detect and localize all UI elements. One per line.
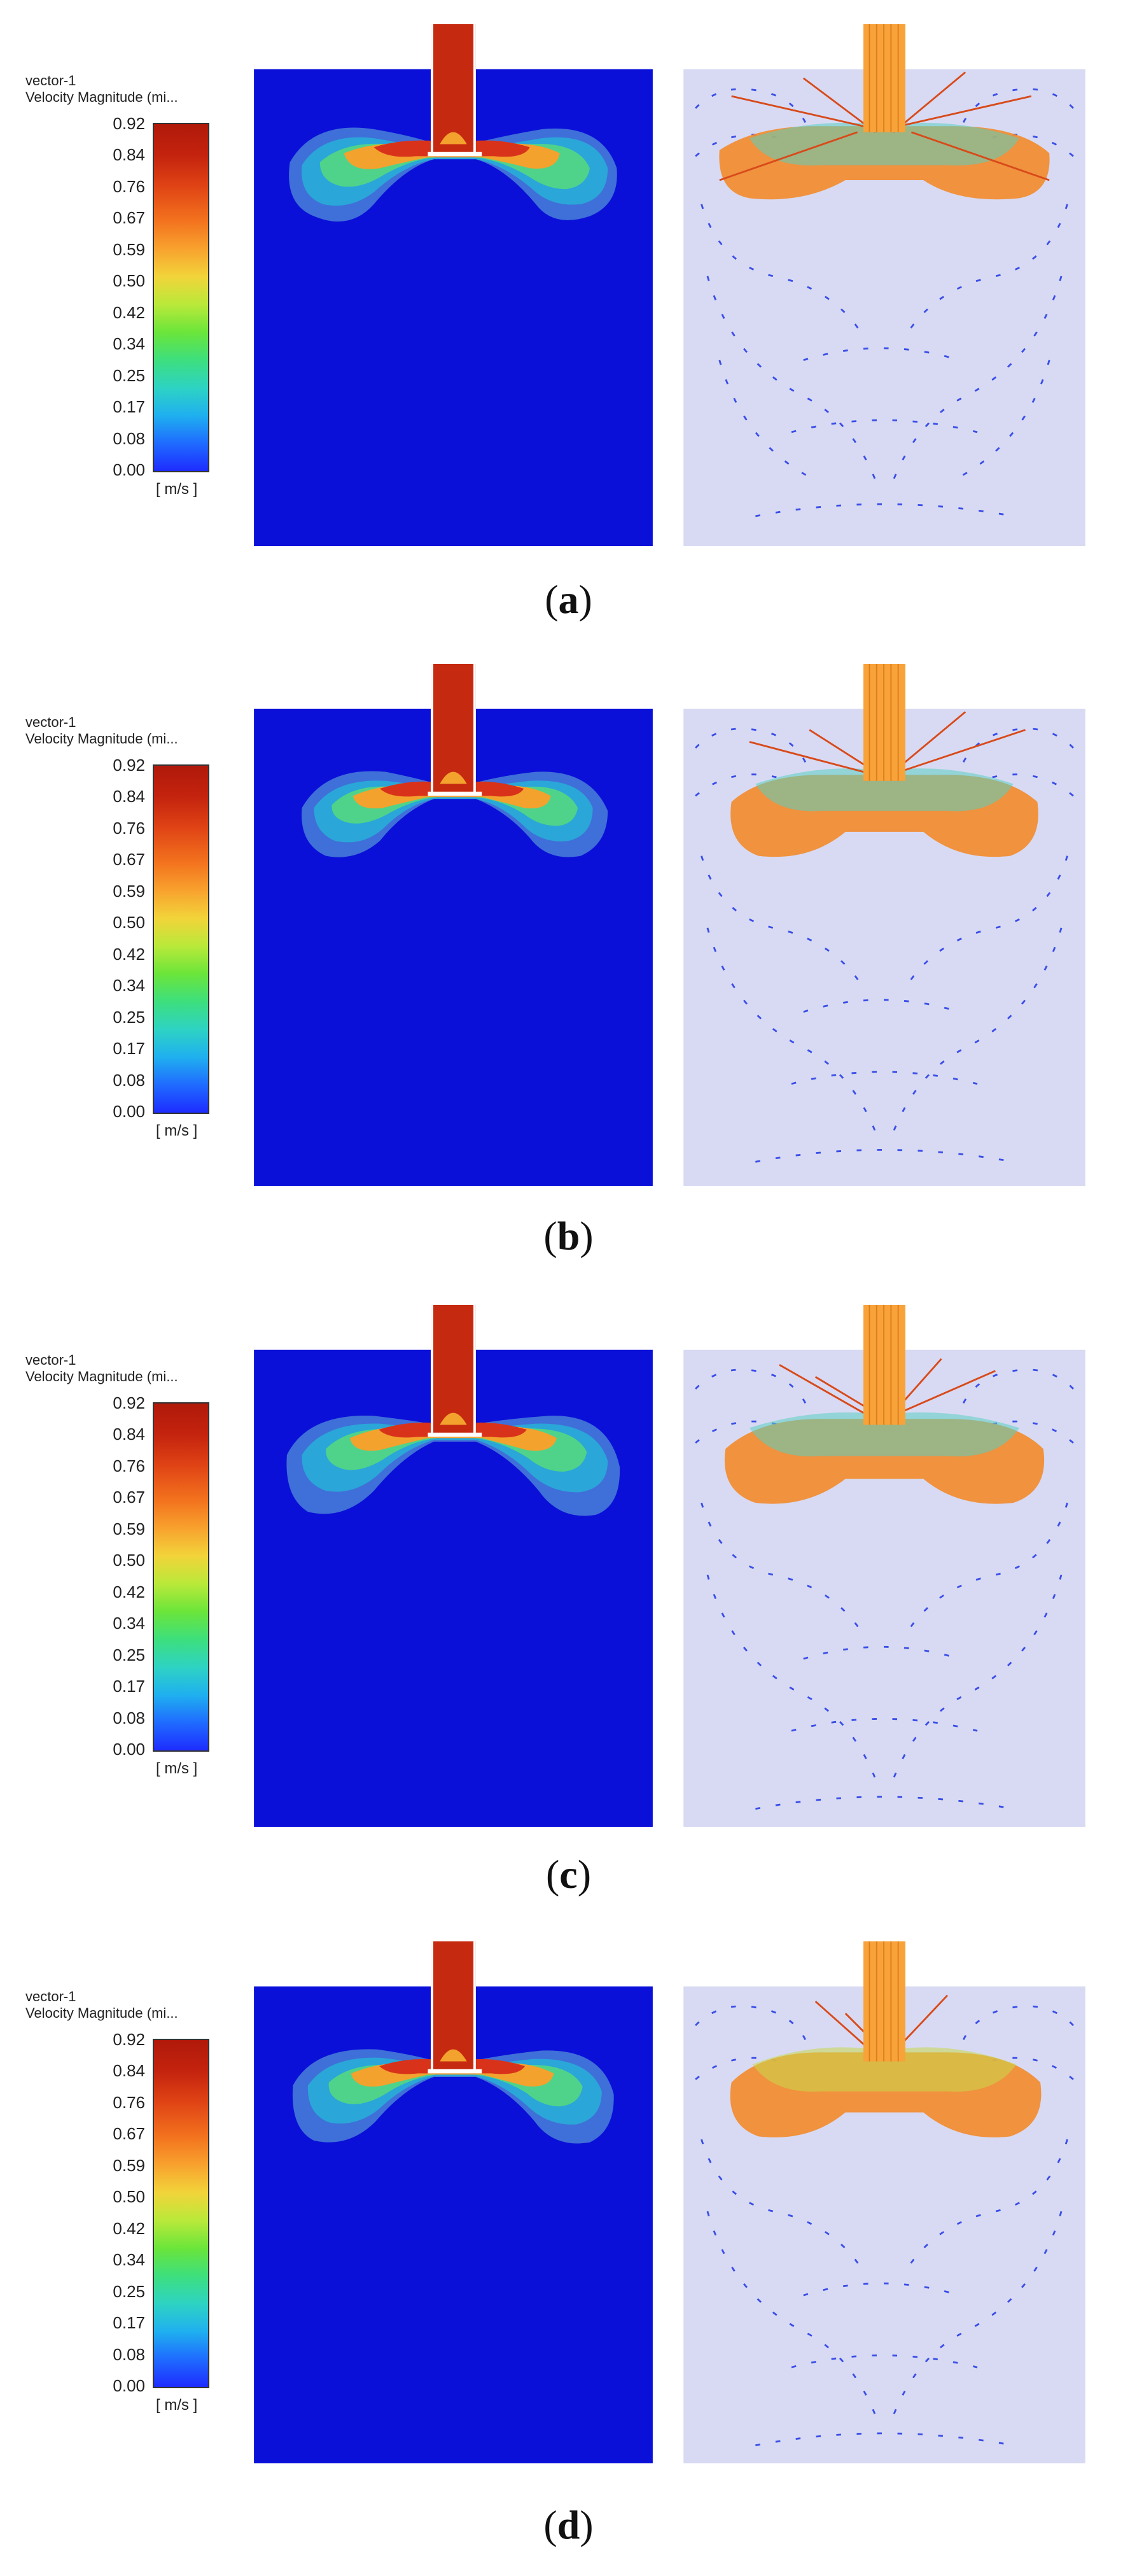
tick-label: 0.34 <box>113 1614 145 1633</box>
panel-d: vector-1 Velocity Magnitude (mi... 0.92 … <box>0 1919 1137 2562</box>
tick-label: 0.92 <box>113 114 145 133</box>
tick-label: 0.34 <box>113 2250 145 2269</box>
panel-b: vector-1 Velocity Magnitude (mi... 0.92 … <box>0 640 1137 1283</box>
velocity-vector-plot <box>683 24 1085 546</box>
tick-label: 0.76 <box>113 2093 145 2112</box>
velocity-vector-plot <box>683 1305 1085 1827</box>
tick-label: 0.42 <box>113 945 145 964</box>
tick-label: 0.67 <box>113 1488 145 1507</box>
tick-label: 0.50 <box>113 1551 145 1570</box>
tick-label: 0.42 <box>113 2219 145 2238</box>
colorbar-legend: vector-1 Velocity Magnitude (mi... 0.92 … <box>19 715 248 1160</box>
tick-label: 0.00 <box>113 1740 145 1759</box>
tick-label: 0.25 <box>113 2282 145 2301</box>
tick-label: 0.25 <box>113 366 145 385</box>
panel-caption: (c) <box>545 1852 592 1897</box>
tick-label: 0.92 <box>113 2030 145 2049</box>
tick-label: 0.84 <box>113 787 145 806</box>
tick-label: 0.42 <box>113 1582 145 1601</box>
panel-c: vector-1 Velocity Magnitude (mi... 0.92 … <box>0 1279 1137 1922</box>
legend-title: vector-1 <box>25 1988 76 2004</box>
tick-label: 0.08 <box>113 1071 145 1090</box>
legend-subtitle: Velocity Magnitude (mi... <box>25 731 178 747</box>
tick-label: 0.59 <box>113 1519 145 1538</box>
legend-title: vector-1 <box>25 1352 76 1368</box>
tick-label: 0.84 <box>113 145 145 164</box>
tick-label: 0.59 <box>113 2156 145 2175</box>
tick-label: 0.00 <box>113 1102 145 1121</box>
tick-label: 0.08 <box>113 1708 145 1728</box>
panel-caption: (a) <box>545 577 592 622</box>
tick-label: 0.67 <box>113 850 145 869</box>
legend-title: vector-1 <box>25 73 76 88</box>
unit-label: [ m/s ] <box>156 2397 198 2414</box>
tick-label: 0.00 <box>113 2376 145 2395</box>
colorbar-legend: vector-1 Velocity Magnitude (mi... 0.92 … <box>19 1353 248 1798</box>
tick-label: 0.76 <box>113 1456 145 1475</box>
tick-label: 0.08 <box>113 2345 145 2364</box>
tick-label: 0.17 <box>113 1039 145 1058</box>
tick-label: 0.50 <box>113 2187 145 2206</box>
tick-label: 0.84 <box>113 1425 145 1444</box>
tick-label: 0.84 <box>113 2061 145 2080</box>
tick-label: 0.17 <box>113 1677 145 1696</box>
tick-label: 0.17 <box>113 397 145 416</box>
unit-label: [ m/s ] <box>156 481 198 498</box>
tick-label: 0.59 <box>113 882 145 901</box>
tick-label: 0.00 <box>113 460 145 479</box>
tick-label: 0.76 <box>113 177 145 196</box>
tick-label: 0.50 <box>113 913 145 932</box>
tick-label: 0.25 <box>113 1645 145 1665</box>
color-scale-bar <box>153 764 209 1114</box>
color-scale-bar <box>153 2039 209 2388</box>
velocity-contour-plot <box>254 664 653 1186</box>
tick-label: 0.76 <box>113 819 145 838</box>
panel-caption: (d) <box>543 2502 594 2547</box>
tick-label: 0.67 <box>113 2124 145 2143</box>
tick-label: 0.67 <box>113 208 145 227</box>
velocity-contour-plot <box>254 24 653 546</box>
color-scale-bar <box>153 123 209 472</box>
tick-label: 0.34 <box>113 976 145 995</box>
unit-label: [ m/s ] <box>156 1760 198 1777</box>
tick-label: 0.08 <box>113 429 145 448</box>
tick-label: 0.50 <box>113 271 145 290</box>
tick-label: 0.17 <box>113 2313 145 2332</box>
legend-subtitle: Velocity Magnitude (mi... <box>25 1369 178 1384</box>
velocity-vector-plot <box>683 664 1085 1186</box>
tick-label: 0.34 <box>113 334 145 353</box>
tick-label: 0.59 <box>113 240 145 259</box>
tick-label: 0.92 <box>113 756 145 775</box>
panel-caption: (b) <box>543 1213 594 1258</box>
legend-subtitle: Velocity Magnitude (mi... <box>25 89 178 105</box>
velocity-vector-plot <box>683 1941 1085 2463</box>
velocity-contour-plot <box>254 1305 653 1827</box>
legend-title: vector-1 <box>25 714 76 730</box>
colorbar-legend: vector-1 Velocity Magnitude (mi... 0.92 … <box>19 1989 248 2435</box>
tick-label: 0.42 <box>113 303 145 322</box>
tick-label: 0.25 <box>113 1008 145 1027</box>
colorbar-legend: vector-1 Velocity Magnitude (mi... 0.92 … <box>19 73 248 519</box>
panel-a: vector-1 Velocity Magnitude (mi... 0.92 … <box>0 0 1137 643</box>
color-scale-bar <box>153 1402 209 1752</box>
legend-subtitle: Velocity Magnitude (mi... <box>25 2005 178 2021</box>
unit-label: [ m/s ] <box>156 1122 198 1139</box>
tick-label: 0.92 <box>113 1393 145 1412</box>
velocity-contour-plot <box>254 1941 653 2463</box>
